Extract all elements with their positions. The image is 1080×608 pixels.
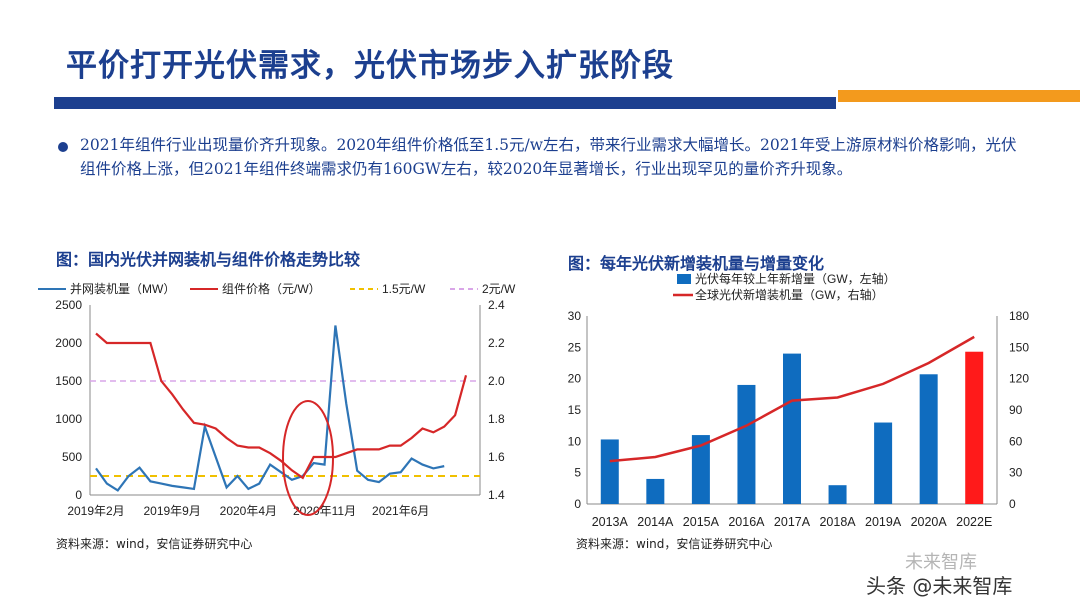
title-underline-orange	[838, 90, 1080, 102]
y-left-tick-label: 1000	[55, 412, 82, 426]
x-tick-label: 2020年11月	[293, 504, 356, 518]
x-tick-label: 2019A	[865, 515, 902, 529]
y-left-tick-label: 25	[568, 340, 582, 354]
bar-2022E	[965, 351, 984, 504]
y-right-tick-label: 1.6	[488, 450, 505, 464]
legend-label: 全球光伏新增装机量（GW，右轴）	[695, 287, 884, 302]
bullet-paragraph: 2021年组件行业出现量价齐升现象。2020年组件价格低至1.5元/w左右，带来…	[80, 136, 1017, 178]
x-tick-label: 2015A	[683, 515, 720, 529]
y-right-tick-label: 60	[1009, 434, 1023, 448]
legend-label: 并网装机量（MW）	[70, 282, 175, 296]
x-tick-label: 2016A	[728, 515, 765, 529]
right-chart-source: 资料来源：wind，安信证券研究中心	[576, 537, 773, 551]
x-tick-label: 2013A	[592, 515, 629, 529]
y-right-tick-label: 1.8	[488, 412, 505, 426]
y-left-tick-label: 15	[568, 403, 582, 417]
y-right-tick-label: 90	[1009, 403, 1023, 417]
y-right-tick-label: 30	[1009, 466, 1023, 480]
bar-2018A	[828, 485, 847, 504]
bar-2013A	[600, 439, 619, 504]
x-tick-label: 2019年9月	[143, 504, 200, 518]
legend-label: 组件价格（元/W）	[222, 281, 321, 296]
y-right-tick-label: 2.2	[488, 336, 505, 350]
y-left-tick-label: 20	[568, 372, 582, 386]
x-tick-label: 2020A	[911, 515, 948, 529]
title-underline-blue	[54, 97, 836, 109]
x-tick-label: 2014A	[637, 515, 674, 529]
x-tick-label: 2022E	[956, 515, 992, 529]
series-installs-line	[95, 325, 445, 492]
x-tick-label: 2017A	[774, 515, 811, 529]
bullet-dot-icon	[58, 142, 68, 152]
right-chart: 光伏每年较上年新增量（GW，左轴）全球光伏新增装机量（GW，右轴） 0 5 10 15 2…	[568, 271, 1030, 529]
y-left-tick-label: 0	[574, 497, 581, 511]
bar-2020A	[919, 374, 938, 504]
legend-label: 1.5元/W	[382, 282, 426, 296]
bar-2019A	[874, 422, 893, 504]
series-price-line	[95, 332, 468, 480]
watermark-brand: 头条 @未来智库	[866, 574, 1013, 598]
bar-2015A	[691, 435, 710, 504]
left-chart-source: 资料来源：wind，安信证券研究中心	[56, 537, 253, 551]
legend-label: 光伏每年较上年新增量（GW，左轴）	[695, 271, 896, 286]
watermark-faded: 未来智库	[905, 552, 977, 573]
y-left-tick-label: 2500	[55, 298, 82, 312]
x-tick-label: 2021年6月	[372, 504, 429, 518]
left-chart: 并网装机量（MW） 组件价格（元/W） 1.5元/W 2元/W 0 500 1000 1500…	[38, 281, 516, 518]
y-left-tick-label: 30	[568, 309, 582, 323]
y-right-tick-label: 120	[1009, 372, 1029, 386]
y-left-tick-label: 1500	[55, 374, 82, 388]
series-global-installs-line	[609, 335, 975, 463]
y-right-tick-label: 0	[1009, 497, 1016, 511]
y-right-tick-label: 2.0	[488, 374, 505, 388]
bar-2014A	[646, 478, 665, 504]
bar-2016A	[737, 384, 756, 504]
y-left-tick-label: 500	[62, 450, 82, 464]
slide-title: 平价打开光伏需求，光伏市场步入扩张阶段	[66, 48, 674, 84]
legend-swatch-bar	[677, 274, 691, 284]
bar-2017A	[783, 353, 801, 504]
y-right-tick-label: 2.4	[488, 298, 505, 312]
right-chart-title: 图：每年光伏新增装机量与增量变化	[568, 254, 825, 273]
left-chart-title: 图：国内光伏并网装机与组件价格走势比较	[56, 250, 361, 269]
y-right-tick-label: 150	[1009, 340, 1029, 354]
y-right-tick-label: 1.4	[488, 488, 505, 502]
y-right-tick-label: 180	[1009, 309, 1029, 323]
y-left-tick-label: 5	[574, 466, 581, 480]
y-left-tick-label: 10	[568, 434, 582, 448]
y-left-tick-label: 2000	[55, 336, 82, 350]
y-left-tick-label: 0	[75, 488, 82, 502]
x-tick-label: 2018A	[819, 515, 856, 529]
annotation-ellipse	[282, 400, 334, 516]
x-tick-label: 2020年4月	[220, 504, 277, 518]
legend-label: 2元/W	[482, 282, 516, 296]
x-tick-label: 2019年2月	[67, 504, 124, 518]
